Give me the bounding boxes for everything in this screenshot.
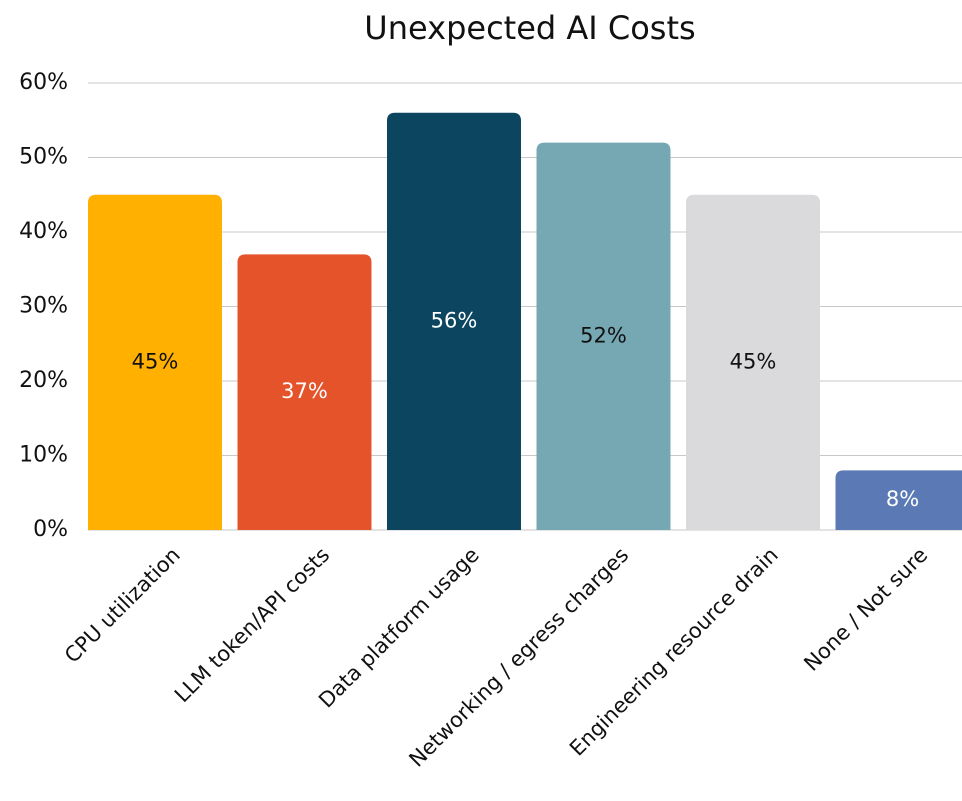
bar: [237, 254, 372, 530]
value-label: 45%: [730, 349, 777, 373]
y-tick-label: 30%: [19, 294, 68, 319]
bar: [536, 142, 671, 530]
y-tick-label: 60%: [19, 70, 68, 95]
value-label: 37%: [281, 379, 328, 403]
bar: [686, 194, 820, 530]
x-tick-label: LLM token/API costs: [170, 543, 334, 707]
x-tick-label: None / Not sure: [799, 543, 932, 676]
bar: [88, 194, 222, 530]
y-tick-label: 50%: [19, 145, 68, 170]
value-label: 45%: [132, 349, 179, 373]
y-tick-label: 10%: [19, 443, 68, 468]
value-label: 52%: [580, 323, 627, 347]
chart-title: Unexpected AI Costs: [364, 9, 695, 47]
bar: [835, 470, 962, 530]
bar: [387, 112, 521, 531]
y-tick-label: 40%: [19, 219, 68, 244]
x-tick-label: Data platform usage: [314, 543, 484, 713]
y-tick-label: 20%: [19, 368, 68, 393]
y-tick-label: 0%: [33, 517, 68, 542]
value-label: 8%: [886, 487, 919, 511]
x-tick-label: CPU utilization: [60, 543, 185, 668]
value-label: 56%: [431, 308, 478, 332]
